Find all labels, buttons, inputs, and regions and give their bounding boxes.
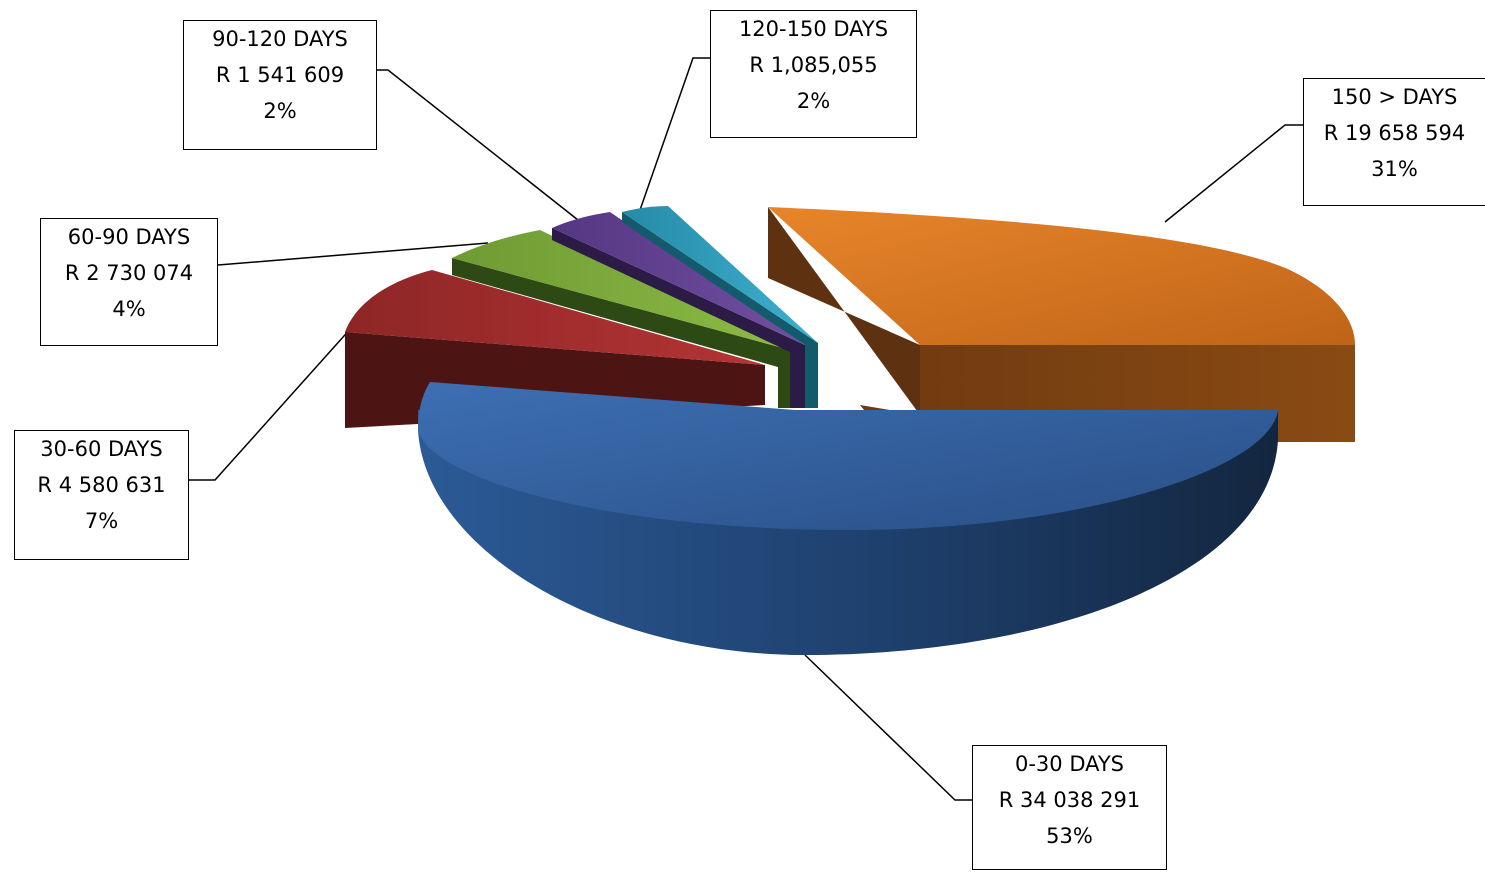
label-90-120-days: 90-120 DAYS R 1 541 609 2% (183, 20, 377, 150)
slice-0-30-top (418, 382, 1278, 530)
label-150-days: 150 > DAYS R 19 658 594 31% (1303, 78, 1485, 206)
leader-line-30-60 (188, 297, 379, 481)
slice-90-120-days (552, 212, 805, 408)
slice-120-150-side (622, 212, 818, 408)
label-value: R 1,085,055 (749, 53, 878, 77)
label-value: R 34 038 291 (998, 788, 1141, 812)
leader-line-90-120 (377, 69, 579, 221)
label-value: R 4 580 631 (37, 473, 166, 497)
label-category: 60-90 DAYS (67, 225, 191, 249)
slice-120-150-days (622, 206, 818, 408)
slice-90-120-side (552, 228, 805, 408)
leader-line-0-30 (804, 654, 972, 801)
label-category: 120-150 DAYS (738, 17, 889, 41)
label-60-90-days: 60-90 DAYS R 2 730 074 4% (40, 218, 218, 346)
label-percent: 7% (84, 509, 119, 533)
label-30-60-days: 30-60 DAYS R 4 580 631 7% (14, 430, 189, 560)
slice-150-days (768, 207, 1355, 442)
slice-0-30-days (418, 382, 1278, 655)
leader-line-150 (1164, 124, 1303, 223)
label-category: 90-120 DAYS (212, 27, 348, 51)
label-value: R 1 541 609 (215, 63, 345, 87)
slice-30-60-top (345, 270, 765, 365)
label-percent: 53% (1046, 824, 1093, 848)
label-category: 0-30 DAYS (1014, 752, 1125, 776)
label-percent: 4% (112, 297, 146, 321)
label-percent: 2% (263, 99, 297, 123)
leader-line-120-150 (639, 57, 710, 211)
leader-line-60-90 (217, 242, 489, 266)
slice-150-side (768, 207, 920, 415)
label-category: 30-60 DAYS (40, 437, 163, 461)
label-value: R 2 730 074 (64, 261, 194, 285)
slice-60-90-top (452, 230, 790, 350)
label-percent: 31% (1371, 157, 1418, 181)
slice-60-90-days (452, 230, 790, 408)
slice-90-120-top (552, 212, 805, 345)
label-value: R 19 658 594 (1323, 121, 1466, 145)
slice-60-90-side (452, 258, 790, 408)
label-category: 150 > DAYS (1331, 85, 1458, 109)
leader-lines (188, 57, 1303, 801)
label-120-150-days: 120-150 DAYS R 1,085,055 2% (710, 10, 917, 138)
slice-120-150-top (622, 206, 818, 343)
label-0-30-days: 0-30 DAYS R 34 038 291 53% (972, 745, 1167, 870)
slice-150-top (768, 207, 1355, 345)
label-percent: 2% (796, 89, 831, 113)
